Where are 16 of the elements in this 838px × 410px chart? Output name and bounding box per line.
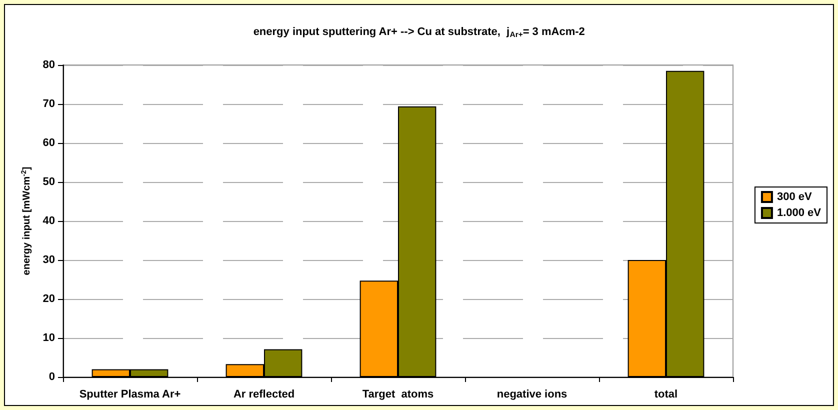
x-tick-label: Sputter Plasma Ar+: [79, 388, 181, 400]
x-tick-label: total: [654, 388, 678, 400]
x-tick-label: negative ions: [496, 388, 568, 400]
y-tick-label: 40: [42, 215, 55, 227]
y-tick-label: 50: [42, 176, 55, 188]
y-tick-label: 10: [42, 332, 55, 344]
legend-label: 300 eV: [776, 191, 812, 203]
y-tick-label: 20: [42, 293, 55, 305]
legend-label: 1.000 eV: [776, 207, 822, 219]
y-tick-label: 0: [48, 371, 55, 383]
y-tick-label: 60: [42, 137, 55, 149]
y-tick-label: 30: [42, 254, 55, 266]
y-tick-label: 70: [42, 98, 55, 110]
y-tick-label: 80: [42, 59, 55, 71]
x-tick-label: Ar reflected: [233, 388, 295, 400]
x-tick-label: Target atoms: [362, 388, 434, 400]
